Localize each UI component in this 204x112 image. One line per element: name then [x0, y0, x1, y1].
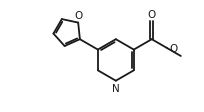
Text: N: N	[112, 83, 120, 93]
Text: O: O	[170, 44, 178, 54]
Text: O: O	[74, 11, 82, 20]
Text: O: O	[148, 10, 156, 20]
